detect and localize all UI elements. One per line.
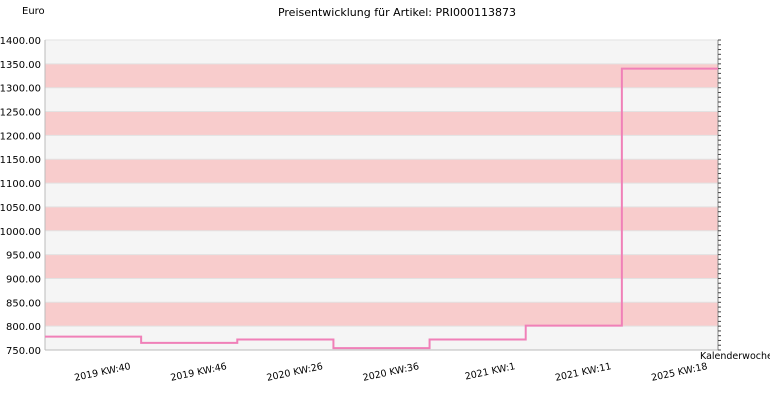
x-tick-label: 2021 KW:11	[554, 361, 612, 384]
y-gridlines	[45, 39, 718, 351]
price-step-line	[45, 67, 718, 350]
axes	[44, 39, 721, 351]
x-tick-labels: 2019 KW:40 2019 KW:46 2020 KW:26 2020 KW:36…	[73, 361, 708, 384]
y-tick-label: 1350.00	[0, 60, 41, 71]
background-band	[45, 40, 718, 64]
background-band	[45, 326, 718, 350]
y-tick-label: 850.00	[6, 298, 41, 309]
background-band	[45, 135, 718, 160]
x-tick-label: 2019 KW:40	[73, 361, 131, 384]
y-tick-label: 1050.00	[0, 203, 41, 214]
y-tick-label: 1300.00	[0, 84, 41, 95]
y-tick-label: 950.00	[6, 251, 41, 262]
background-band	[45, 63, 718, 88]
y-tick-label: 1150.00	[0, 155, 41, 166]
y-tick-labels: 750.00 800.00 850.00 900.00 950.00 1000.00 105…	[0, 36, 41, 357]
y-tick-label: 800.00	[6, 322, 41, 333]
background-band	[45, 206, 718, 231]
background-band	[45, 302, 718, 327]
y-tick-label: 900.00	[6, 274, 41, 285]
y-tick-label: 1400.00	[0, 36, 41, 47]
y-tick-label: 750.00	[6, 346, 41, 357]
background-band	[45, 254, 718, 279]
x-tick-label: 2019 KW:46	[170, 361, 228, 384]
background-band	[45, 159, 718, 184]
x-tick-label: 2025 KW:18	[650, 361, 708, 384]
chart-title: Preisentwicklung für Artikel: PRI0001138…	[278, 6, 516, 19]
y-tick-label: 1250.00	[0, 108, 41, 119]
y-axis-label: Euro	[22, 6, 45, 17]
x-tick-label: 2021 KW:1	[464, 361, 516, 382]
y-tick-label: 1000.00	[0, 227, 41, 238]
y-tick-label: 1200.00	[0, 131, 41, 142]
background-band	[45, 87, 718, 112]
background-band	[45, 230, 718, 255]
x-tick-label: 2020 KW:26	[266, 361, 324, 384]
background-band	[45, 278, 718, 303]
x-axis-label: Kalenderwoche	[700, 351, 770, 362]
y-tick-label: 1100.00	[0, 179, 41, 190]
background-bands	[45, 40, 718, 350]
background-band	[45, 183, 718, 207]
x-tick-label: 2020 KW:36	[362, 361, 420, 384]
background-band	[45, 111, 718, 136]
